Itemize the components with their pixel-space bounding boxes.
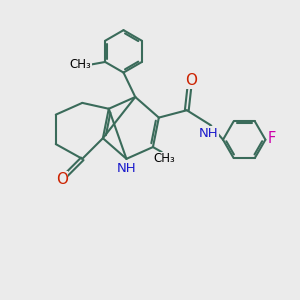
Text: NH: NH [199, 127, 219, 140]
Text: CH₃: CH₃ [70, 58, 92, 71]
Text: O: O [56, 172, 68, 187]
Text: CH₃: CH₃ [154, 152, 176, 165]
Text: NH: NH [117, 162, 136, 175]
Text: O: O [185, 73, 197, 88]
Text: F: F [268, 131, 276, 146]
